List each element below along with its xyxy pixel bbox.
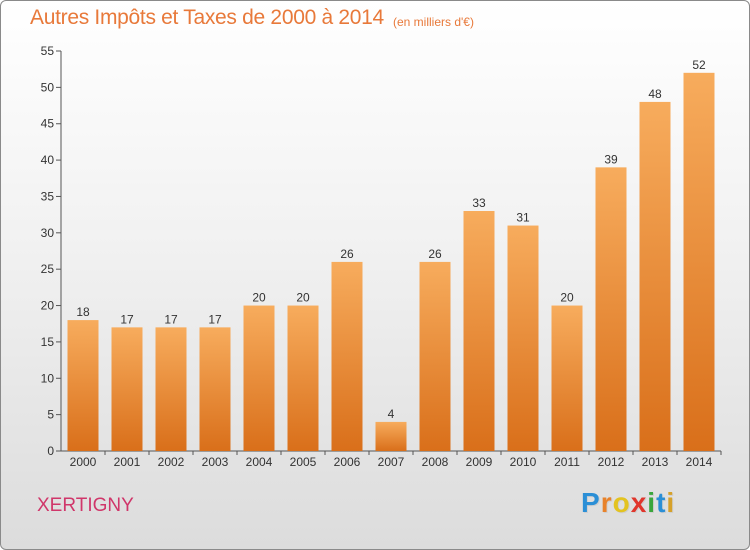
x-tick-label: 2004 — [246, 455, 273, 469]
logo-letter: t — [656, 487, 667, 518]
logo-letter: i — [647, 487, 657, 518]
y-tick-label: 10 — [41, 371, 55, 385]
bar — [507, 225, 539, 451]
logo-letter: x — [630, 487, 648, 518]
logo-letter: r — [600, 487, 613, 518]
x-tick-label: 2000 — [70, 455, 97, 469]
data-label: 48 — [648, 87, 662, 101]
bar — [595, 167, 627, 451]
x-tick-label: 2007 — [378, 455, 405, 469]
x-tick-label: 2002 — [158, 455, 185, 469]
bar — [463, 211, 495, 451]
data-label: 26 — [340, 247, 354, 261]
bar — [419, 261, 451, 451]
data-label: 20 — [296, 291, 310, 305]
x-tick-label: 2011 — [554, 455, 580, 469]
y-tick-label: 0 — [47, 444, 54, 458]
bar — [243, 305, 275, 451]
x-tick-label: 2013 — [642, 455, 669, 469]
y-tick-label: 55 — [41, 44, 55, 58]
bar — [155, 327, 187, 451]
data-label: 18 — [76, 305, 90, 319]
x-tick-label: 2012 — [598, 455, 625, 469]
y-tick-label: 35 — [41, 189, 55, 203]
bar — [287, 305, 319, 451]
data-label: 52 — [692, 58, 706, 72]
bar — [199, 327, 231, 451]
x-tick-label: 2008 — [422, 455, 449, 469]
data-label: 33 — [472, 196, 486, 210]
data-label: 17 — [164, 312, 178, 326]
proxiti-logo[interactable]: Proxiti — [581, 487, 675, 519]
data-label: 39 — [604, 152, 618, 166]
x-tick-label: 2003 — [202, 455, 229, 469]
bar — [683, 72, 715, 452]
bar — [375, 421, 407, 451]
y-tick-label: 40 — [41, 153, 55, 167]
y-tick-label: 20 — [41, 299, 55, 313]
bar — [331, 261, 363, 451]
y-tick-label: 50 — [41, 80, 55, 94]
logo-letter: o — [612, 487, 631, 518]
data-label: 17 — [120, 312, 134, 326]
x-tick-label: 2014 — [686, 455, 713, 469]
data-label: 4 — [388, 407, 395, 421]
commune-name: XERTIGNY — [37, 495, 134, 516]
data-label: 31 — [516, 211, 530, 225]
y-tick-label: 30 — [41, 226, 55, 240]
y-tick-label: 5 — [47, 408, 54, 422]
x-tick-label: 2010 — [510, 455, 537, 469]
bar — [111, 327, 143, 451]
chart-title: Autres Impôts et Taxes de 2000 à 2014 — [30, 6, 384, 29]
y-tick-label: 45 — [41, 117, 55, 131]
x-tick-label: 2001 — [114, 455, 141, 469]
data-label: 20 — [252, 291, 266, 305]
logo-letter: i — [666, 487, 676, 518]
bar — [67, 320, 99, 451]
y-tick-label: 25 — [41, 262, 55, 276]
x-tick-label: 2005 — [290, 455, 317, 469]
logo-letter: P — [581, 487, 601, 518]
y-tick-label: 15 — [41, 335, 55, 349]
bar — [639, 101, 671, 451]
data-label: 20 — [560, 291, 574, 305]
chart-subtitle: (en milliers d'€) — [393, 15, 474, 29]
bar — [551, 305, 583, 451]
data-label: 26 — [428, 247, 442, 261]
x-tick-label: 2006 — [334, 455, 361, 469]
data-label: 17 — [208, 312, 222, 326]
x-tick-label: 2009 — [466, 455, 493, 469]
